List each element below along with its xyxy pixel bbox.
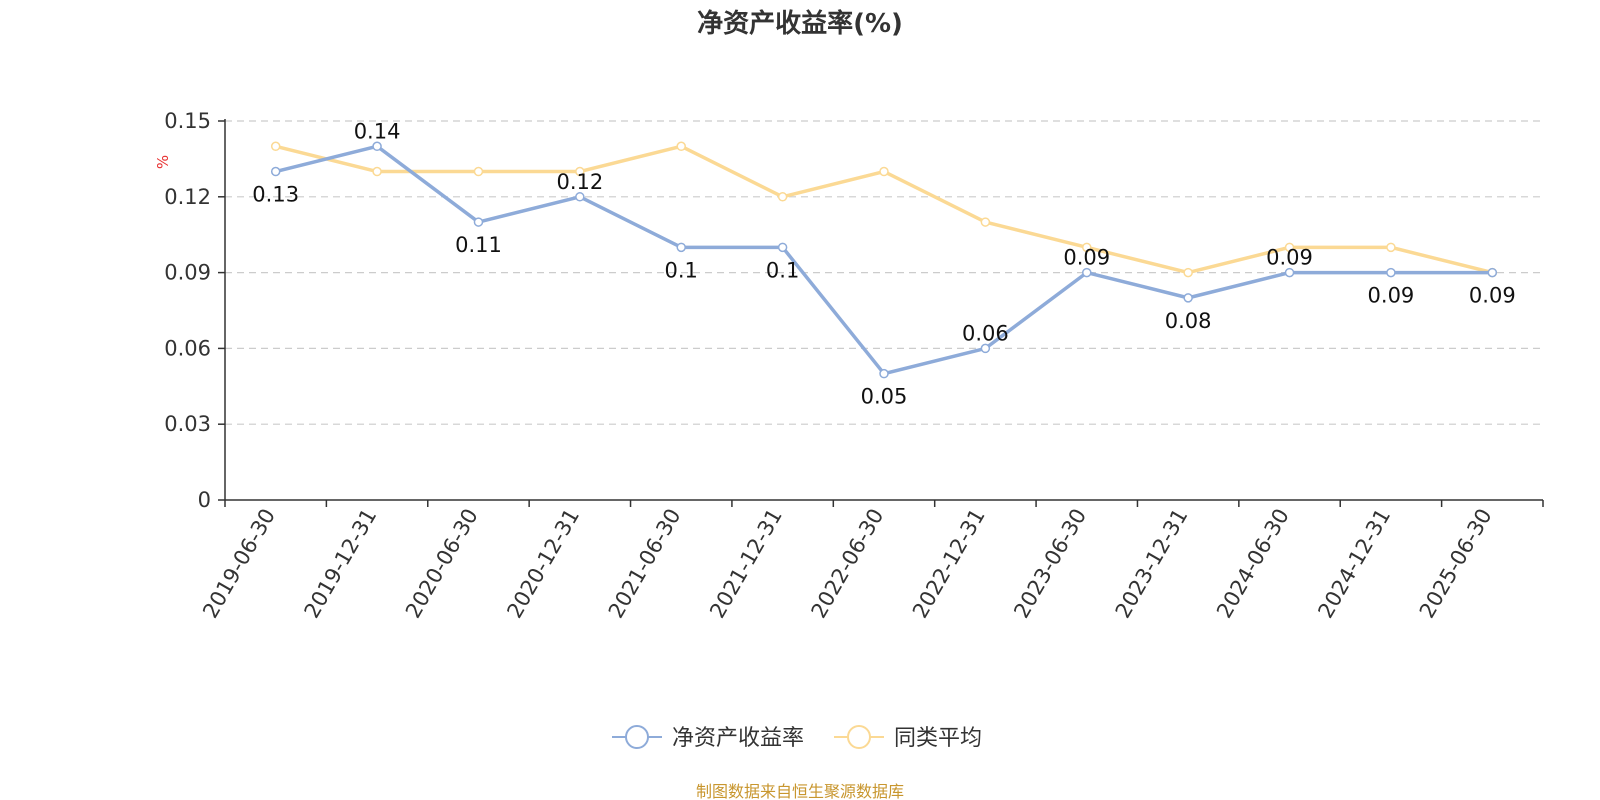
data-point bbox=[676, 141, 686, 152]
x-tick-label: 2022-06-30 bbox=[807, 505, 889, 623]
legend-marker bbox=[847, 725, 871, 749]
data-point bbox=[980, 217, 991, 227]
y-tick-label: 0.12 bbox=[164, 185, 211, 209]
data-point bbox=[1082, 242, 1092, 253]
data-point bbox=[473, 217, 484, 227]
data-label: 0.05 bbox=[861, 385, 908, 409]
x-tick-label: 2019-12-31 bbox=[300, 505, 382, 623]
x-tick-label: 2025-06-30 bbox=[1415, 505, 1497, 623]
data-label: 0.1 bbox=[766, 258, 799, 282]
data-point bbox=[372, 141, 382, 152]
x-tick-label: 2024-06-30 bbox=[1212, 505, 1294, 623]
legend[interactable]: 净资产收益率 同类平均 bbox=[612, 725, 982, 751]
x-tick-label: 2020-06-30 bbox=[401, 505, 483, 623]
data-label: 0.1 bbox=[665, 258, 698, 282]
source-note: 制图数据来自恒生聚源数据库 bbox=[696, 782, 904, 800]
data-label: 0.09 bbox=[1469, 284, 1516, 308]
data-label: 0.14 bbox=[354, 119, 401, 143]
data-point bbox=[1487, 267, 1498, 278]
data-point bbox=[473, 166, 484, 177]
x-tick-label: 2023-06-30 bbox=[1009, 505, 1091, 623]
x-tick-label: 2021-06-30 bbox=[604, 505, 686, 623]
x-tick-label: 2024-12-31 bbox=[1313, 505, 1395, 623]
data-point bbox=[1284, 242, 1295, 253]
data-label: 0.08 bbox=[1165, 309, 1212, 333]
data-point bbox=[879, 368, 889, 379]
data-point bbox=[575, 166, 585, 177]
data-label: 0.12 bbox=[556, 170, 603, 194]
legend-item-1[interactable]: 同类平均 bbox=[834, 725, 982, 751]
data-point bbox=[372, 166, 382, 177]
x-tick-label: 2023-12-31 bbox=[1111, 505, 1193, 623]
y-tick-label: 0.09 bbox=[164, 261, 211, 285]
data-point bbox=[1183, 267, 1193, 278]
data-point bbox=[1183, 293, 1193, 303]
series-group bbox=[270, 141, 1498, 379]
data-point bbox=[777, 192, 788, 202]
data-point bbox=[575, 192, 585, 202]
x-tick-label: 2021-12-31 bbox=[705, 505, 787, 623]
data-label: 0.09 bbox=[1368, 284, 1415, 308]
data-point bbox=[270, 141, 281, 152]
legend-label: 同类平均 bbox=[894, 726, 982, 751]
data-point bbox=[676, 242, 686, 253]
x-tick-label: 2020-12-31 bbox=[502, 505, 584, 623]
y-tick-label: 0.15 bbox=[164, 109, 211, 133]
data-point bbox=[270, 166, 281, 177]
data-labels: 0.13 0.14 0.11 0.12 0.1 0.1 0.05 0.06 0.09 0.08 0.… bbox=[252, 119, 1515, 408]
data-label: 0.06 bbox=[962, 321, 1009, 345]
x-tick-label: 2019-06-30 bbox=[198, 505, 280, 623]
x-tick-label: 2022-12-31 bbox=[908, 505, 990, 623]
legend-marker bbox=[625, 725, 649, 749]
legend-item-0[interactable]: 净资产收益率 bbox=[612, 725, 804, 751]
y-tick-label: 0.06 bbox=[164, 336, 211, 360]
data-point bbox=[1284, 267, 1295, 278]
data-label: 0.09 bbox=[1063, 246, 1110, 270]
y-tick-label: 0.03 bbox=[164, 412, 211, 436]
data-point bbox=[1386, 242, 1396, 253]
chart-title: 净资产收益率(%) bbox=[697, 8, 903, 39]
y-axis-unit: % bbox=[154, 155, 172, 169]
data-label: 0.13 bbox=[252, 183, 299, 207]
legend-label: 净资产收益率 bbox=[672, 726, 804, 751]
data-point bbox=[1386, 267, 1396, 278]
data-label: 0.09 bbox=[1266, 246, 1313, 270]
y-tick-label: 0 bbox=[198, 488, 211, 512]
data-point bbox=[777, 242, 788, 253]
axes: 0 0.03 0.06 0.09 0.12 0.15 2019-06-30 2019-12-3… bbox=[164, 109, 1544, 623]
data-point bbox=[879, 166, 889, 177]
data-point bbox=[980, 343, 991, 354]
data-point bbox=[1082, 267, 1092, 278]
data-label: 0.11 bbox=[455, 233, 502, 257]
